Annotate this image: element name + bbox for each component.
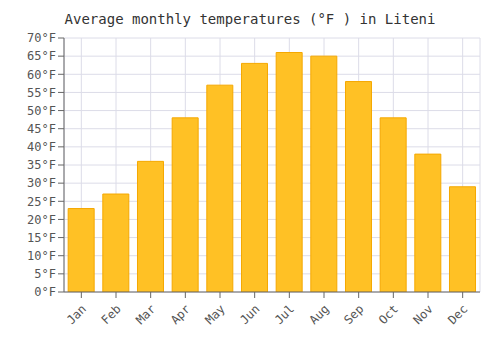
svg-text:60°F: 60°F [27,68,56,82]
svg-text:65°F: 65°F [27,49,56,63]
svg-text:Jun: Jun [237,302,262,327]
svg-text:40°F: 40°F [27,140,56,154]
svg-text:Sep: Sep [341,302,366,327]
svg-text:Jul: Jul [272,302,297,327]
svg-text:Aug: Aug [307,302,332,327]
svg-text:Feb: Feb [99,302,124,327]
svg-text:35°F: 35°F [27,158,56,172]
svg-text:5°F: 5°F [34,267,56,281]
svg-text:May: May [203,302,228,327]
svg-text:10°F: 10°F [27,249,56,263]
svg-text:Mar: Mar [133,302,158,327]
svg-text:25°F: 25°F [27,195,56,209]
svg-text:Dec: Dec [445,302,470,327]
svg-text:Nov: Nov [411,302,436,327]
svg-text:Oct: Oct [376,302,401,327]
html-text:Average monthly temperatures (: Average monthly temperatures (°F ) in Li… [64,11,436,27]
svg-text:Apr: Apr [168,302,193,327]
svg-text:15°F: 15°F [27,231,56,245]
svg-text:30°F: 30°F [27,176,56,190]
svg-text:45°F: 45°F [27,122,56,136]
svg-text:55°F: 55°F [27,86,56,100]
svg-text:20°F: 20°F [27,213,56,227]
svg-text:50°F: 50°F [27,104,56,118]
svg-text:0°F: 0°F [34,285,56,299]
svg-text:Jan: Jan [64,302,89,327]
svg-text:70°F: 70°F [27,31,56,45]
